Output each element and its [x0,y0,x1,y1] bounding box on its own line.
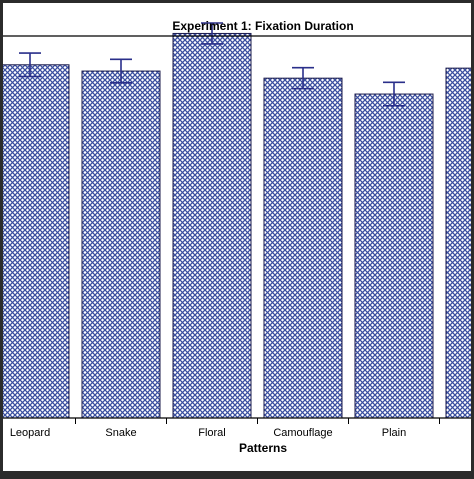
error-bar-camouflage [292,66,314,90]
x-tick-label-leopard: Leopard [10,427,50,439]
bar-plain [354,93,434,419]
chart-title: Experiment 1: Fixation Duration [172,19,353,33]
bar-cut-off [445,67,474,419]
x-axis-label: Patterns [239,441,287,455]
bar-leopard [0,64,70,419]
x-tick-label-camouflage: Camouflage [273,427,332,439]
error-bar-leopard [19,52,41,78]
x-tick-label-plain: Plain [382,427,406,439]
x-tick-label-floral: Floral [198,427,226,439]
error-bar-plain [383,81,405,107]
bar-camouflage [263,77,343,419]
x-tick-label-snake: Snake [105,427,136,439]
bar-snake [81,70,161,419]
error-bar-snake [110,58,132,84]
bar-floral [172,32,252,419]
error-bar-floral [201,22,223,45]
